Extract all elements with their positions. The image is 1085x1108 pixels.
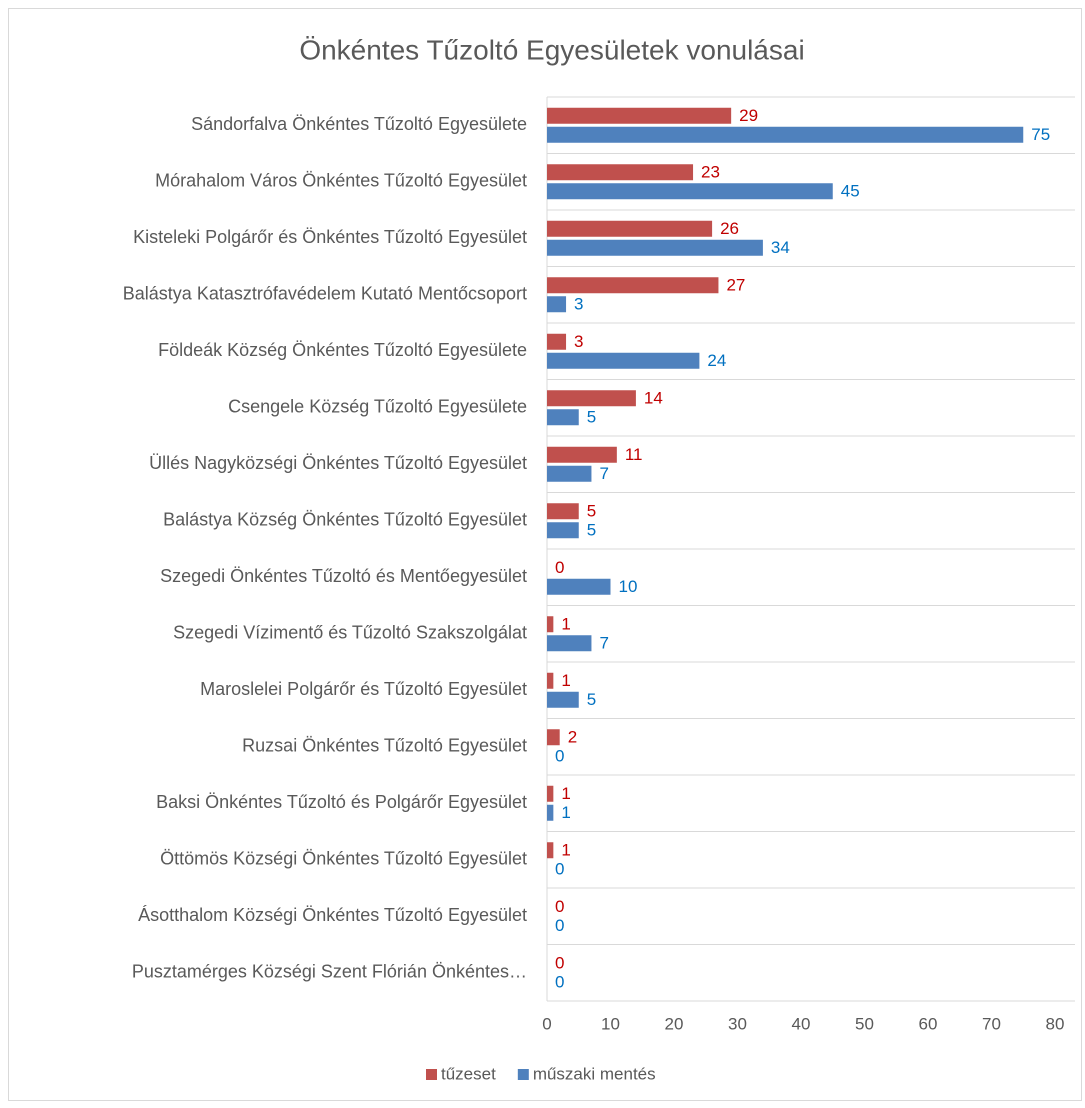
bar — [547, 220, 713, 237]
data-label: 5 — [587, 408, 596, 427]
chart-title: Önkéntes Tűzoltó Egyesületek vonulásai — [299, 34, 804, 65]
data-label: 45 — [841, 182, 860, 201]
data-label: 5 — [587, 690, 596, 709]
y-tick-label: Balástya Katasztrófavédelem Kutató Mentő… — [123, 284, 527, 304]
data-label: 29 — [739, 106, 758, 125]
data-label: 1 — [561, 671, 570, 690]
bar — [547, 842, 554, 859]
data-label: 0 — [555, 860, 564, 879]
y-tick-label: Csengele Község Tűzoltó Egyesülete — [228, 397, 527, 417]
legend-label: tűzeset — [441, 1064, 496, 1083]
x-tick-label: 20 — [665, 1014, 684, 1033]
data-label: 14 — [644, 389, 663, 408]
data-label: 0 — [555, 558, 564, 577]
bar — [547, 804, 554, 821]
data-label: 0 — [555, 973, 564, 992]
x-tick-label: 70 — [982, 1014, 1001, 1033]
data-label: 23 — [701, 163, 720, 182]
y-tick-label: Öttömös Községi Önkéntes Tűzoltó Egyesül… — [160, 849, 527, 869]
bar — [547, 107, 732, 124]
data-label: 27 — [726, 276, 745, 295]
data-label: 1 — [561, 615, 570, 634]
bar — [547, 785, 554, 802]
bar — [547, 446, 617, 463]
data-label: 1 — [561, 784, 570, 803]
bar — [547, 390, 636, 407]
x-tick-label: 40 — [792, 1014, 811, 1033]
bar — [547, 239, 763, 256]
data-label: 3 — [574, 332, 583, 351]
y-tick-label: Szegedi Vízimentő és Tűzoltó Szakszolgál… — [173, 623, 527, 643]
bar — [547, 729, 560, 746]
data-label: 0 — [555, 747, 564, 766]
legend-swatch — [426, 1069, 437, 1080]
legend-label: műszaki mentés — [533, 1064, 656, 1083]
y-tick-label: Pusztamérges Községi Szent Flórián Önkén… — [132, 962, 527, 982]
y-tick-label: Baksi Önkéntes Tűzoltó és Polgárőr Egyes… — [156, 792, 527, 812]
bar — [547, 164, 694, 181]
x-tick-label: 10 — [601, 1014, 620, 1033]
bar — [547, 503, 579, 520]
data-label: 75 — [1031, 125, 1050, 144]
bar — [547, 635, 592, 652]
data-label: 1 — [561, 803, 570, 822]
data-label: 5 — [587, 521, 596, 540]
data-label: 3 — [574, 295, 583, 314]
y-tick-label: Balástya Község Önkéntes Tűzoltó Egyesül… — [163, 510, 527, 530]
bar — [547, 522, 579, 539]
bar — [547, 277, 719, 294]
x-tick-label: 80 — [1046, 1014, 1065, 1033]
y-tick-label: Maroslelei Polgárőr és Tűzoltó Egyesület — [200, 679, 527, 699]
bar — [547, 691, 579, 708]
data-label: 7 — [599, 464, 608, 483]
data-label: 0 — [555, 954, 564, 973]
bar — [547, 465, 592, 482]
data-label: 11 — [625, 445, 643, 464]
x-tick-label: 0 — [542, 1014, 551, 1033]
bar — [547, 616, 554, 633]
bar — [547, 409, 579, 426]
data-label: 1 — [561, 841, 570, 860]
chart-border — [8, 8, 1082, 1101]
bar — [547, 672, 554, 689]
data-label: 0 — [555, 897, 564, 916]
data-label: 34 — [771, 238, 790, 257]
y-tick-label: Szegedi Önkéntes Tűzoltó és Mentőegyesül… — [160, 566, 527, 586]
y-tick-label: Ruzsai Önkéntes Tűzoltó Egyesület — [242, 736, 527, 756]
bar — [547, 126, 1024, 143]
data-label: 2 — [568, 728, 577, 747]
x-tick-label: 60 — [919, 1014, 938, 1033]
bar — [547, 352, 700, 369]
x-tick-label: 50 — [855, 1014, 874, 1033]
data-label: 0 — [555, 916, 564, 935]
x-tick-label: 30 — [728, 1014, 747, 1033]
data-label: 26 — [720, 219, 739, 238]
y-tick-label: Ásotthalom Községi Önkéntes Tűzoltó Egye… — [138, 905, 527, 925]
data-label: 5 — [587, 502, 596, 521]
bar — [547, 296, 567, 313]
y-tick-label: Üllés Nagyközségi Önkéntes Tűzoltó Egyes… — [149, 453, 527, 473]
data-label: 10 — [619, 577, 638, 596]
legend-swatch — [517, 1069, 529, 1080]
bar — [547, 183, 833, 200]
y-tick-label: Mórahalom Város Önkéntes Tűzoltó Egyesül… — [155, 171, 527, 191]
y-tick-label: Kisteleki Polgárőr és Önkéntes Tűzoltó E… — [133, 227, 527, 247]
data-label: 24 — [707, 351, 726, 370]
y-tick-label: Földeák Község Önkéntes Tűzoltó Egyesüle… — [158, 340, 527, 360]
data-label: 7 — [599, 634, 608, 653]
bar — [547, 578, 611, 595]
y-tick-label: Sándorfalva Önkéntes Tűzoltó Egyesülete — [191, 114, 527, 134]
bar — [547, 333, 567, 350]
